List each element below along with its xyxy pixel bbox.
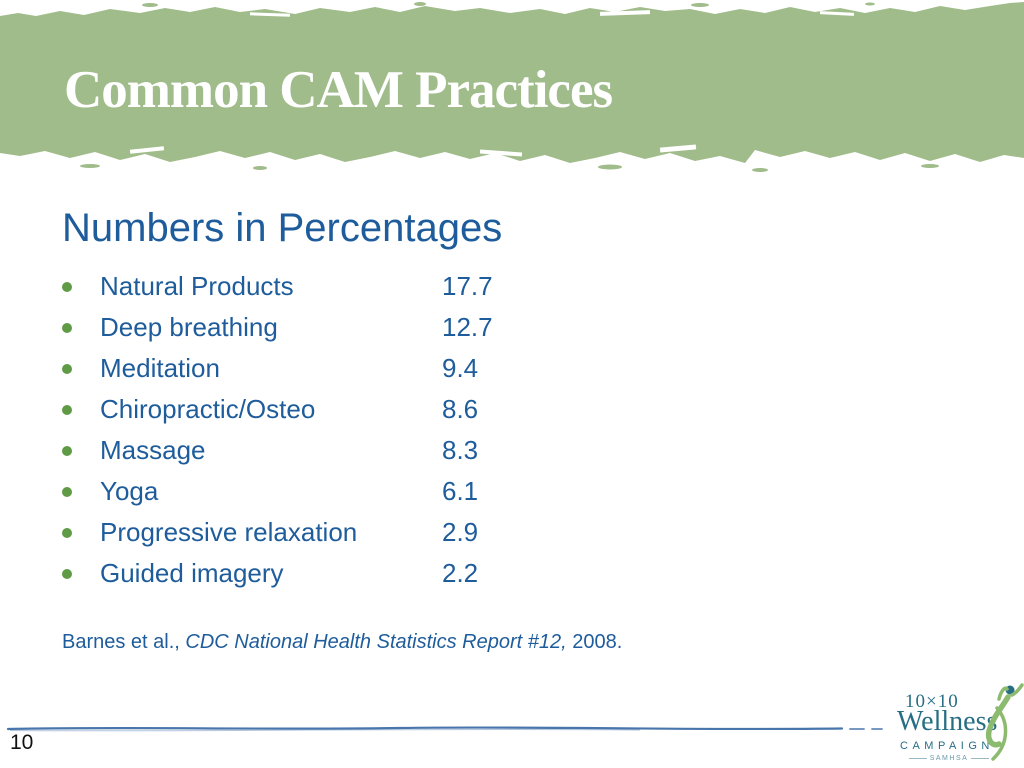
footer-rule (6, 726, 883, 732)
practice-label: Deep breathing (100, 312, 278, 342)
practice-value: 8.6 (442, 394, 479, 424)
list-item: Massage 8.3 (62, 430, 622, 471)
practice-label: Massage (100, 435, 206, 465)
bullet-icon (62, 322, 72, 333)
citation-suffix: 2008. (566, 631, 623, 653)
list-item: Guided imagery 2.2 (62, 553, 622, 594)
bullet-icon (62, 568, 72, 579)
wellness-figure-icon (985, 683, 1024, 761)
page-number: 10 (10, 731, 34, 754)
samhsa-dash-left (908, 758, 927, 759)
header-band (0, 2, 1024, 172)
practice-value: 8.3 (442, 435, 479, 465)
list-item: Meditation 9.4 (62, 348, 622, 389)
slide-title: Common CAM Practices (64, 61, 613, 119)
bullet-icon (62, 527, 72, 538)
practice-value: 2.9 (442, 517, 479, 547)
practice-label: Meditation (100, 353, 220, 383)
practice-value: 17.7 (442, 271, 493, 301)
practice-label: Yoga (100, 476, 159, 506)
wellness-campaign-logo: 10×10 Wellness CAMPAIGN SAMHSA (893, 682, 1024, 768)
bullet-icon (62, 404, 72, 415)
practice-value: 12.7 (442, 312, 493, 342)
logo-10x10-text: 10×10 (905, 691, 959, 712)
bullet-icon (62, 486, 72, 497)
citation: Barnes et al., CDC National Health Stati… (62, 631, 622, 654)
practice-label: Natural Products (100, 271, 294, 301)
bullet-icon (62, 281, 72, 292)
bullet-icon (62, 363, 72, 374)
list-item: Chiropractic/Osteo 8.6 (62, 389, 622, 430)
practice-label: Chiropractic/Osteo (100, 394, 316, 424)
cam-practices-list: Natural Products 17.7 Deep breathing 12.… (62, 266, 622, 594)
practice-value: 6.1 (442, 476, 479, 506)
logo-samhsa-text: SAMHSA (893, 755, 1005, 762)
practice-label: Guided imagery (100, 558, 284, 588)
samhsa-dash-right (971, 758, 990, 759)
list-item: Natural Products 17.7 (62, 266, 622, 307)
logo-campaign-text: CAMPAIGN (900, 740, 994, 752)
bullet-icon (62, 445, 72, 456)
practice-value: 9.4 (442, 353, 479, 383)
list-item: Deep breathing 12.7 (62, 307, 622, 348)
list-item: Progressive relaxation 2.9 (62, 512, 622, 553)
practice-label: Progressive relaxation (100, 517, 358, 547)
citation-prefix: Barnes et al., (62, 631, 186, 653)
section-heading: Numbers in Percentages (62, 206, 503, 250)
practice-value: 2.2 (442, 558, 479, 588)
samhsa-label: SAMHSA (929, 755, 969, 762)
logo-wellness-text: Wellness (897, 706, 998, 737)
list-item: Yoga 6.1 (62, 471, 622, 512)
citation-source: CDC National Health Statistics Report #1… (185, 631, 567, 653)
